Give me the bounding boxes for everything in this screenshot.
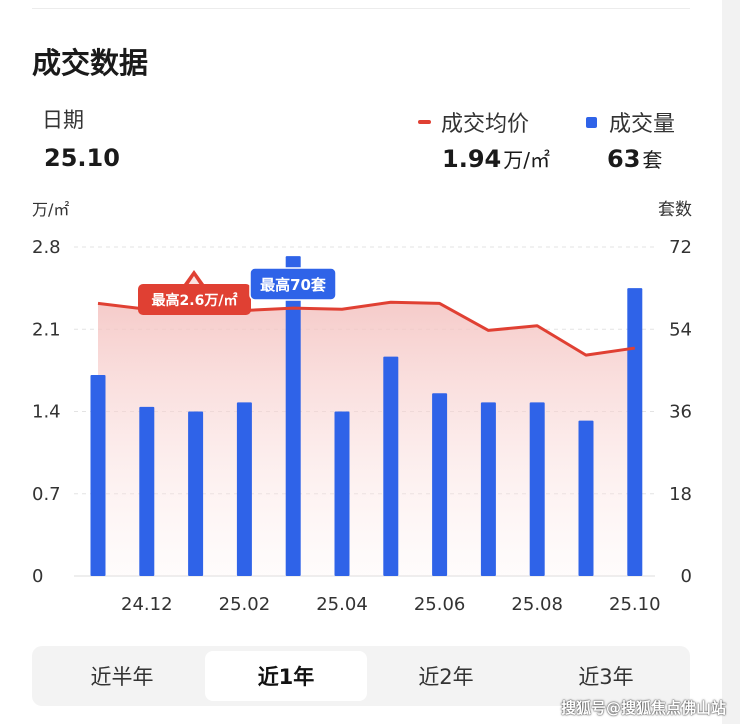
volume-bar [432, 393, 448, 576]
volume-bar [139, 406, 155, 576]
volume-bar [578, 420, 594, 576]
right-tick-label: 54 [669, 319, 692, 340]
price-number: 1.94 [442, 145, 502, 173]
date-value: 25.10 [44, 144, 120, 172]
price-unit: 万/㎡ [503, 148, 550, 172]
volume-bar [529, 402, 545, 576]
x-tick-label: 25.02 [219, 594, 271, 615]
volume-bar [90, 374, 106, 576]
top-divider [32, 8, 690, 9]
volume-bar [236, 402, 252, 576]
volume-bar [480, 402, 496, 576]
tab-3-years[interactable]: 近3年 [578, 665, 634, 689]
x-tick-label: 24.12 [121, 594, 173, 615]
x-tick-label: 25.06 [414, 594, 466, 615]
x-tick-labels: 24.12 25.02 25.04 25.06 25.08 25.10 [121, 594, 661, 615]
tab-1-year[interactable]: 近1年 [205, 651, 367, 701]
volume-bars [90, 256, 643, 576]
price-area [98, 302, 635, 576]
volume-bar [627, 288, 643, 576]
transactions-chart: 万/㎡ 套数 0 0.7 1.4 2.1 2.8 0 18 36 54 72 24.12 25.02… [32, 200, 692, 615]
volume-number: 63 [607, 145, 641, 173]
price-annotation-pointer-inner [188, 276, 200, 285]
left-tick-label: 2.8 [32, 237, 61, 258]
left-tick-label: 2.1 [32, 319, 61, 340]
right-tick-label: 72 [669, 237, 692, 258]
volume-bar [285, 256, 301, 576]
period-tabs: 近半年 近1年 近2年 近3年 [32, 646, 690, 706]
right-tick-label: 18 [669, 484, 692, 505]
tab-half-year[interactable]: 近半年 [90, 665, 154, 689]
right-axis-label: 套数 [658, 200, 692, 220]
left-axis-label: 万/㎡ [32, 200, 69, 219]
volume-unit: 套 [642, 148, 663, 172]
left-tick-label: 0.7 [32, 484, 61, 505]
x-tick-label: 25.04 [316, 594, 368, 615]
right-tick-label: 36 [669, 402, 692, 423]
x-tick-label: 25.08 [511, 594, 563, 615]
x-tick-label: 25.10 [609, 594, 661, 615]
volume-annotation-label: 最高70套 [260, 276, 327, 294]
annotations: 最高2.6万/㎡ 最高70套 [138, 267, 337, 315]
legend-volume-label: 成交量 [609, 112, 676, 137]
price-area-fill [98, 302, 635, 576]
date-label: 日期 [42, 108, 84, 132]
y-tick-labels: 0 0.7 1.4 2.1 2.8 0 18 36 54 72 [32, 237, 692, 587]
watermark: 搜狐号@搜狐焦点佛山站 [561, 699, 727, 717]
volume-value: 63 套 [607, 144, 662, 173]
legend-volume: 成交量 [586, 106, 675, 138]
legend-price-label: 成交均价 [441, 112, 530, 137]
legend-volume-marker [586, 116, 597, 128]
legend-price-marker [418, 120, 431, 124]
right-tick-label: 0 [681, 566, 692, 587]
price-annotation-label: 最高2.6万/㎡ [152, 292, 238, 309]
volume-bar [188, 411, 204, 576]
volume-annotation-box [249, 267, 337, 301]
volume-bar [334, 411, 350, 576]
price-value: 1.94 万/㎡ [442, 144, 550, 173]
legend-price: 成交均价 [418, 106, 529, 138]
tab-2-years[interactable]: 近2年 [418, 665, 474, 689]
right-edge-strip [722, 0, 740, 724]
left-tick-label: 1.4 [32, 402, 61, 423]
left-tick-label: 0 [32, 566, 43, 587]
section-title: 成交数据 [32, 46, 149, 80]
volume-bar [383, 356, 399, 576]
price-annotation-box [138, 284, 251, 315]
